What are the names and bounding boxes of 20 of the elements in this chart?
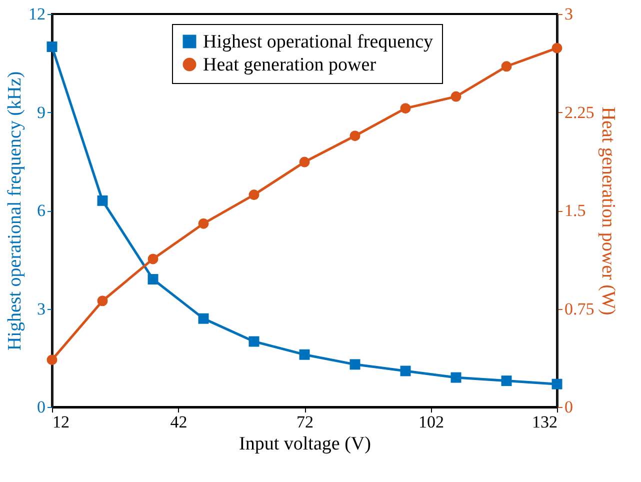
y-tick-label: 3 <box>37 299 46 318</box>
y-tick-label: 9 <box>37 102 46 122</box>
y-tick-label: 0 <box>37 398 46 416</box>
legend-label: Heat generation power <box>203 54 377 76</box>
x-tick-label: 12 <box>52 412 70 432</box>
y2-tick-label: 3 <box>564 4 573 24</box>
y2-tick-label: 1.5 <box>564 201 586 220</box>
y2-tick-label: 0.75 <box>564 299 594 318</box>
y2-tick-label: 2.25 <box>564 102 594 122</box>
y2-axis-title: Heat generation power (W) <box>597 106 618 316</box>
x-tick-label: 102 <box>418 412 444 432</box>
y-tick-label: 6 <box>37 201 46 220</box>
x-axis-title: Input voltage (V) <box>239 434 371 454</box>
x-tick-label: 132 <box>532 412 558 432</box>
y-axis-title: Highest operational frequency (kHz) <box>4 71 26 351</box>
legend-label: Highest operational frequency <box>203 32 434 52</box>
x-tick-label: 72 <box>296 412 314 432</box>
x-tick-label: 42 <box>170 412 188 432</box>
y-tick-label: 12 <box>28 4 46 24</box>
y2-tick-label: 0 <box>564 398 573 416</box>
